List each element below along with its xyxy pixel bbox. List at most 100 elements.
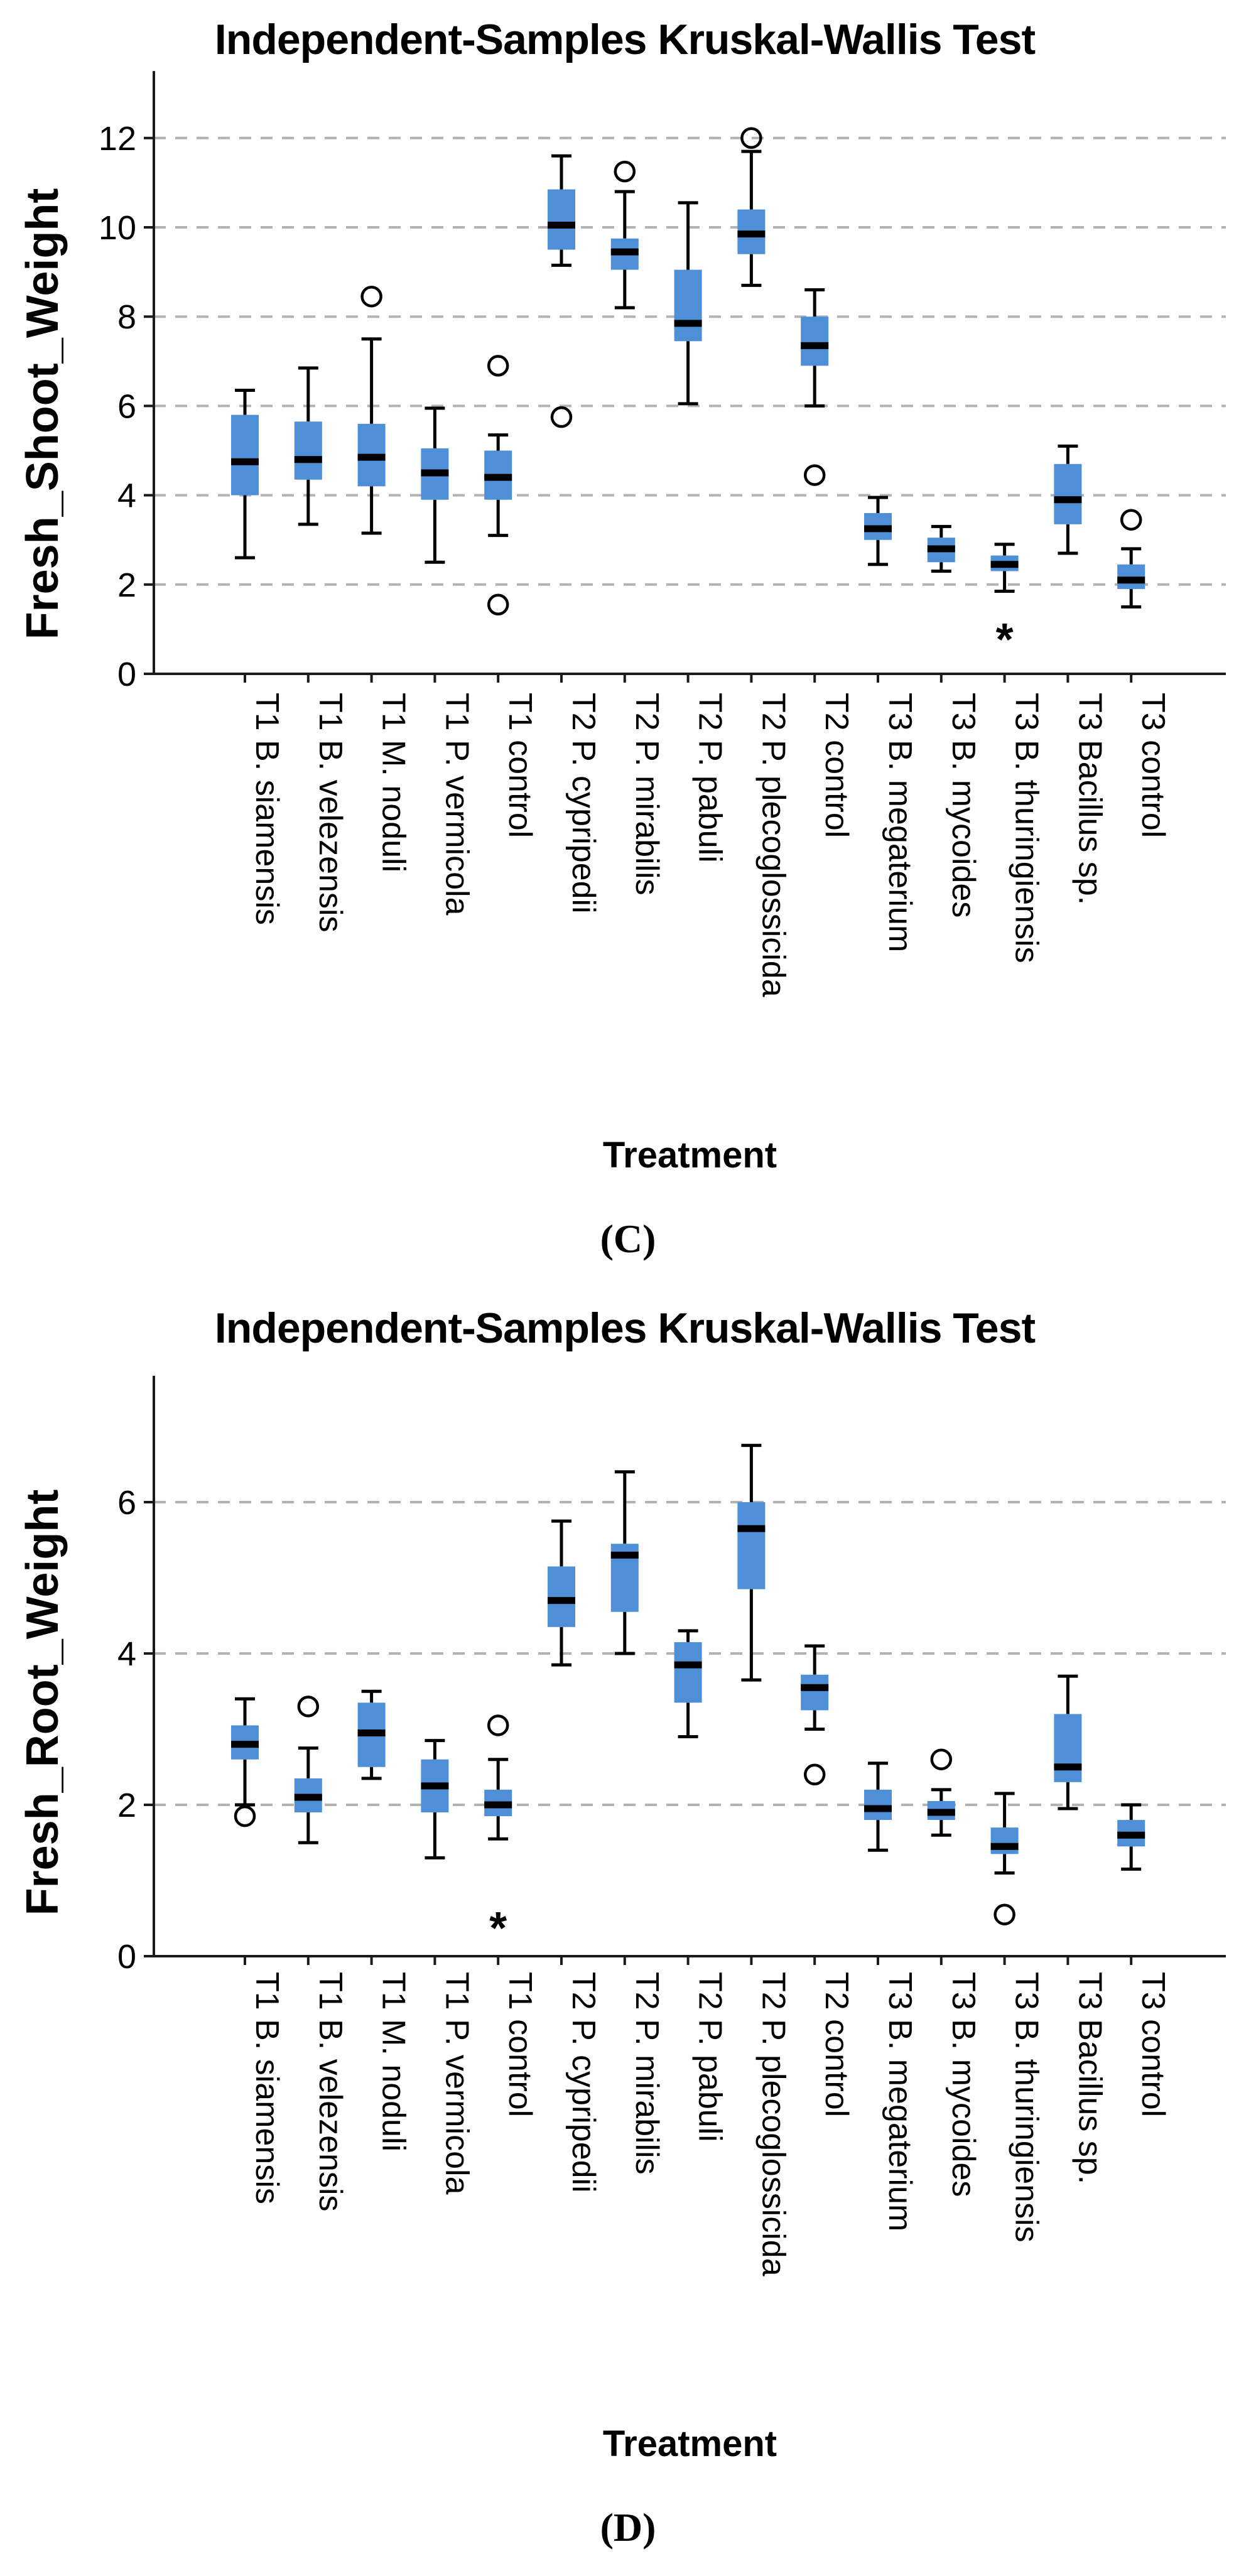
outlier-circle	[487, 355, 509, 377]
boxplot-group: T1 control	[484, 355, 538, 838]
boxplot-group: T3 B. mycoides	[927, 1748, 982, 2197]
boxplot-group: T2 P. cypripedii	[548, 154, 602, 914]
outlier-circle	[803, 1763, 826, 1786]
kruskal-wallis-chart-shoot: Independent-Samples Kruskal-Wallis Test …	[18, 16, 1226, 1261]
box-rect	[294, 421, 322, 480]
box-rect	[1054, 1714, 1082, 1782]
x-tick-label: T3 B. thuringiensis	[1009, 693, 1045, 963]
x-tick-label: T1 P. vermicola	[438, 693, 475, 916]
boxplot-group: T1 P. vermicola	[421, 1739, 475, 2195]
boxplot-group: T3 B. thuringiensis	[990, 1792, 1045, 2243]
y-tick-label: 10	[99, 209, 136, 247]
box-rect	[801, 317, 829, 366]
x-tick-label: T2 P. mirabilis	[629, 1972, 665, 2175]
panel-letter-c: (C)	[600, 1216, 656, 1261]
outlier-circle	[487, 1714, 509, 1736]
x-tick-label: T1 control	[502, 693, 538, 838]
outlier-circle	[234, 1805, 256, 1827]
boxplot-group: T2 control	[801, 1644, 855, 2117]
box-rect	[990, 1827, 1019, 1854]
boxplot-group: T3 B. megaterium	[864, 495, 918, 952]
boxplot-group: T3 control	[1117, 1803, 1171, 2117]
y-tick-label: 0	[117, 656, 136, 693]
outlier-circle	[993, 1903, 1015, 1925]
x-tick-label: T1 B. velezensis	[312, 1972, 349, 2212]
x-tick-label: T1 M. noduli	[376, 1972, 412, 2151]
x-tick-label: T2 control	[818, 1972, 855, 2117]
x-tick-label: T2 P. plecoglossicida	[755, 693, 791, 997]
boxplot-group: T3 B. mycoides	[927, 524, 982, 917]
x-tick-label: T3 Bacillus sp.	[1071, 693, 1108, 905]
outlier-circle	[614, 160, 636, 183]
box-rect	[801, 1674, 829, 1711]
box-rect	[1054, 463, 1082, 524]
x-tick-label: T2 P. plecoglossicida	[755, 1972, 791, 2276]
x-tick-label: T3 Bacillus sp.	[1071, 1972, 1108, 2184]
outlier-circle	[803, 464, 826, 486]
outlier-circle	[930, 1748, 953, 1770]
box-rect	[548, 1566, 575, 1627]
boxplot-group: T2 P. pabuli	[674, 1629, 728, 2142]
outlier-circle	[487, 593, 509, 616]
x-tick-label: T1 B. velezensis	[312, 693, 349, 933]
x-tick-label: T3 B. mycoides	[945, 1972, 982, 2197]
y-tick-label: 2	[117, 1787, 136, 1824]
chart-title: Independent-Samples Kruskal-Wallis Test	[214, 1304, 1036, 1352]
x-tick-label: T3 B. megaterium	[882, 693, 918, 952]
boxplot-group: T2 P. plecoglossicida	[737, 127, 791, 997]
y-tick-label: 8	[117, 298, 136, 336]
x-tick-label: T1 M. noduli	[376, 693, 412, 872]
x-tick-label: T1 B. siamensis	[249, 1972, 285, 2204]
x-tick-label: T3 control	[1135, 1972, 1171, 2117]
x-tick-label: T3 B. mycoides	[945, 693, 982, 917]
box-rect	[548, 189, 575, 250]
boxplot-group: T2 P. cypripedii	[548, 1519, 602, 2193]
y-tick-label: 2	[117, 566, 136, 604]
outlier-circle	[550, 406, 573, 428]
x-axis-label: Treatment	[602, 2423, 777, 2464]
x-tick-label: T2 P. pabuli	[692, 693, 728, 863]
x-tick-label: T2 P. pabuli	[692, 1972, 728, 2142]
boxplot-group: T2 P. mirabilis	[610, 1470, 665, 2175]
x-tick-label: T2 P. cypripedii	[565, 1972, 602, 2193]
x-tick-label: T3 B. thuringiensis	[1009, 1972, 1045, 2243]
y-tick-label: 12	[99, 120, 136, 158]
boxplot-group: T2 P. pabuli	[674, 201, 728, 863]
extreme-asterisk: *	[996, 615, 1014, 665]
x-tick-label: T1 B. siamensis	[249, 693, 285, 925]
outlier-circle	[297, 1696, 320, 1718]
box-rect	[864, 1789, 892, 1821]
x-tick-label: T1 control	[502, 1972, 538, 2117]
kruskal-wallis-chart-root: Independent-Samples Kruskal-Wallis Test …	[0, 1289, 1256, 2576]
box-rect	[231, 414, 259, 495]
y-tick-label: 4	[117, 1635, 136, 1673]
box-rect	[674, 1642, 702, 1703]
x-tick-label: T3 control	[1135, 693, 1171, 838]
y-tick-label: 6	[117, 387, 136, 425]
boxplot-group: T3 control	[1117, 509, 1171, 838]
outlier-circle	[740, 127, 762, 149]
boxplot-group: T1 B. velezensis	[294, 1696, 349, 2212]
boxplot-group: T1 P. vermicola	[421, 406, 475, 916]
x-tick-label: T1 P. vermicola	[438, 1972, 475, 2195]
y-tick-label: 6	[117, 1484, 136, 1522]
x-tick-label: T2 P. mirabilis	[629, 693, 665, 896]
boxplot-group: T1 B. velezensis	[294, 366, 349, 933]
x-axis-label: Treatment	[602, 1135, 777, 1176]
outlier-circle	[360, 285, 382, 308]
y-tick-label: 0	[117, 1938, 136, 1976]
extreme-asterisk: *	[489, 1903, 507, 1954]
box-rect	[737, 1502, 766, 1589]
x-tick-label: T2 P. cypripedii	[565, 693, 602, 914]
boxplot-group: T1 B. siamensis	[231, 1697, 285, 2204]
x-tick-label: T2 control	[818, 693, 855, 838]
chart-title: Independent-Samples Kruskal-Wallis Test	[214, 16, 1036, 63]
boxplot-canvas-root: 0 2 4 6 T1 B. siamensis T1 B. velezensis T1 M.…	[117, 1375, 1226, 2276]
y-tick-label: 4	[117, 477, 136, 515]
boxplot-group: T1 M. noduli	[357, 285, 412, 872]
boxplot-group: T2 P. mirabilis	[610, 160, 665, 896]
boxplot-group: T1 M. noduli	[357, 1689, 412, 2151]
boxplot-group: T3 B. thuringiensis *	[990, 543, 1045, 963]
boxplot-group: T1 B. siamensis	[231, 389, 285, 925]
